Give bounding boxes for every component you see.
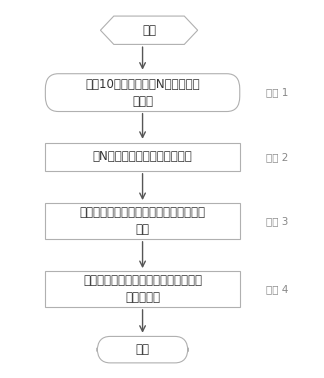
Text: 步骤 3: 步骤 3 [266, 216, 288, 226]
Text: 步骤 4: 步骤 4 [266, 284, 288, 294]
Text: 步骤 1: 步骤 1 [266, 88, 288, 98]
Text: 对N个采样点加布莱克曼窗函数: 对N个采样点加布莱克曼窗函数 [93, 150, 192, 163]
FancyBboxPatch shape [45, 143, 240, 171]
Text: 在相邻频谱之间进行插值计算确定电网
的基波频率: 在相邻频谱之间进行插值计算确定电网 的基波频率 [83, 274, 202, 304]
Text: 步骤 2: 步骤 2 [266, 152, 288, 162]
Text: 开始: 开始 [142, 24, 156, 37]
FancyBboxPatch shape [45, 271, 240, 307]
FancyBboxPatch shape [97, 336, 188, 363]
FancyBboxPatch shape [45, 203, 240, 239]
Text: 对于特定的谐波频率进行局部离散傅里叶
变换: 对于特定的谐波频率进行局部离散傅里叶 变换 [80, 206, 205, 236]
Polygon shape [100, 16, 198, 44]
Text: 获得10个连续周期的N个电网电压
采样点: 获得10个连续周期的N个电网电压 采样点 [85, 77, 200, 108]
FancyBboxPatch shape [45, 74, 240, 112]
Text: 结束: 结束 [135, 343, 150, 356]
